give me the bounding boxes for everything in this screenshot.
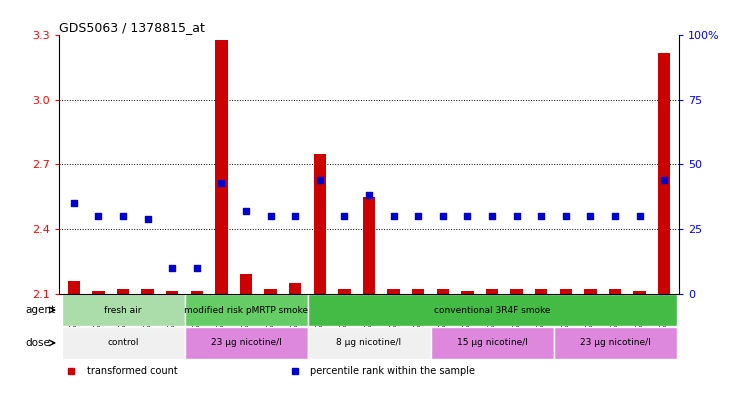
Bar [437, 289, 449, 294]
Point [437, 213, 449, 219]
Bar [559, 289, 572, 294]
Text: 23 μg nicotine/l: 23 μg nicotine/l [579, 338, 650, 347]
Point [511, 213, 523, 219]
Point [658, 177, 670, 183]
Point [92, 213, 104, 219]
Text: 15 μg nicotine/l: 15 μg nicotine/l [457, 338, 528, 347]
Bar [264, 289, 277, 294]
Bar [486, 289, 498, 294]
Text: GDS5063 / 1378815_at: GDS5063 / 1378815_at [59, 21, 205, 34]
Text: 8 μg nicotine/l: 8 μg nicotine/l [337, 338, 401, 347]
Point [461, 213, 473, 219]
Point [584, 213, 596, 219]
Text: transformed count: transformed count [87, 366, 178, 376]
Bar [166, 292, 179, 294]
Point [117, 213, 129, 219]
Bar [68, 281, 80, 294]
Point [413, 213, 424, 219]
Point [609, 213, 621, 219]
Bar [511, 289, 523, 294]
Bar [289, 283, 301, 294]
Point [166, 264, 178, 271]
Point [215, 180, 227, 186]
Bar [554, 327, 677, 359]
Bar [215, 40, 227, 294]
Point [314, 177, 325, 183]
Bar [609, 289, 621, 294]
Point [486, 213, 498, 219]
Bar [338, 289, 351, 294]
Point [191, 264, 203, 271]
Bar [308, 294, 677, 326]
Text: dose: dose [25, 338, 50, 348]
Point [142, 216, 154, 222]
Point [339, 213, 351, 219]
Text: control: control [107, 338, 139, 347]
Text: conventional 3R4F smoke: conventional 3R4F smoke [434, 305, 551, 314]
Bar [184, 327, 308, 359]
Bar [240, 274, 252, 294]
Bar [308, 327, 430, 359]
Bar [535, 289, 548, 294]
Bar [142, 289, 154, 294]
Point [634, 213, 646, 219]
Bar [430, 327, 554, 359]
Point [289, 213, 301, 219]
Text: agent: agent [25, 305, 55, 315]
Point [387, 213, 399, 219]
Bar [387, 289, 400, 294]
Point [363, 192, 375, 198]
Text: percentile rank within the sample: percentile rank within the sample [310, 366, 475, 376]
Bar [363, 197, 375, 294]
Bar [117, 289, 129, 294]
Text: 23 μg nicotine/l: 23 μg nicotine/l [210, 338, 281, 347]
Text: fresh air: fresh air [104, 305, 142, 314]
Bar [461, 292, 474, 294]
Bar [190, 292, 203, 294]
Point [265, 213, 277, 219]
Bar [92, 292, 105, 294]
Bar [184, 294, 308, 326]
Point [535, 213, 547, 219]
Bar [584, 289, 596, 294]
Bar [633, 292, 646, 294]
Point [68, 200, 80, 206]
Bar [61, 327, 184, 359]
Bar [412, 289, 424, 294]
Point [240, 208, 252, 214]
Bar [658, 53, 670, 294]
Point [560, 213, 572, 219]
Text: modified risk pMRTP smoke: modified risk pMRTP smoke [184, 305, 308, 314]
Bar [61, 294, 184, 326]
Bar [314, 154, 326, 294]
